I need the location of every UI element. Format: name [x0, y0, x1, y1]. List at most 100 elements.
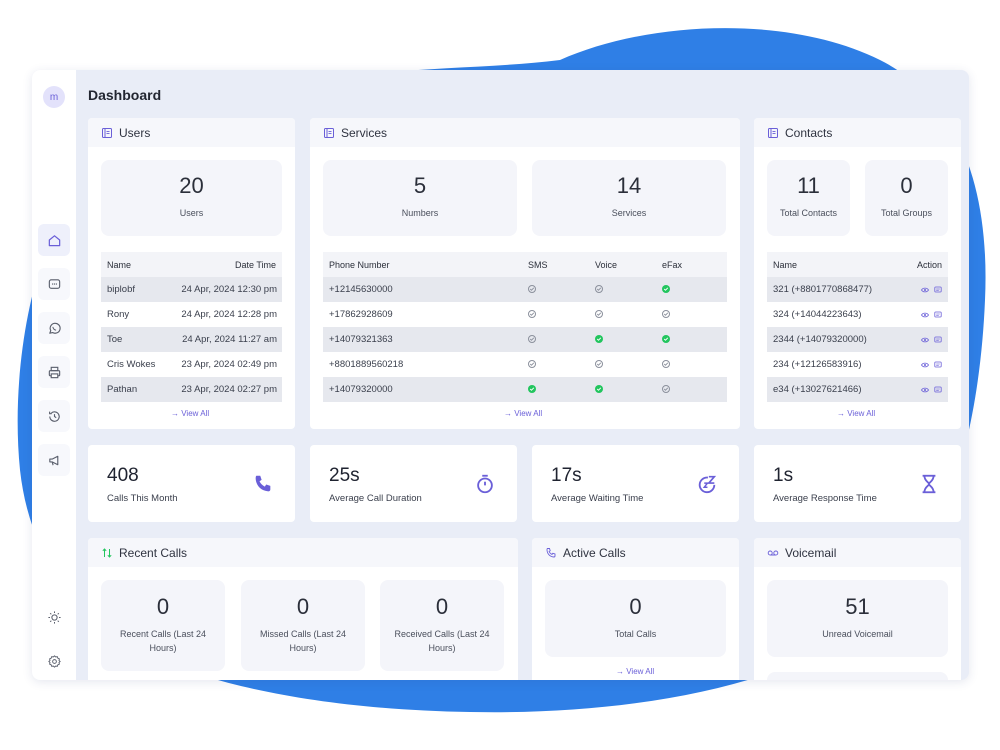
contact-actions [918, 336, 942, 344]
view-eye-icon[interactable] [921, 286, 929, 294]
metric-calls-this-month: 408 Calls This Month [88, 445, 295, 522]
message-icon[interactable] [934, 361, 942, 369]
efax-status [662, 309, 712, 320]
user-name: Pathan [107, 384, 138, 395]
table-row[interactable]: e34 (+13027621466) [767, 377, 948, 402]
disabled-check-icon [595, 360, 603, 368]
metric-value: 1s [773, 465, 794, 486]
megaphone-icon [48, 455, 58, 465]
users-card-header: Users [88, 118, 295, 147]
stat-label: Recent Calls (Last 24 Hours) [119, 629, 207, 653]
efax-status [662, 334, 712, 345]
theme-toggle[interactable] [38, 601, 70, 633]
stat-value: 51 [845, 593, 870, 619]
view-eye-icon[interactable] [921, 386, 929, 394]
services-table: Phone Number SMS Voice eFax +12145630000… [323, 252, 727, 402]
total-contacts-stat: 11 Total Contacts [767, 160, 850, 236]
avatar[interactable]: m [43, 86, 65, 108]
numbers-count-label: Numbers [401, 208, 439, 219]
unread-voicemail-stat: 51 Unread Voicemail [767, 580, 948, 657]
view-eye-icon[interactable] [921, 336, 929, 344]
voicemail-icon [767, 547, 779, 559]
view-eye-icon[interactable] [921, 361, 929, 369]
missed-calls-stat: 0 Missed Calls (Last 24 Hours) [241, 580, 365, 671]
active-calls-view-all-link[interactable]: → View All [616, 667, 655, 676]
numbers-stat: 5 Numbers [323, 160, 517, 236]
users-view-all-link[interactable]: → View All [171, 409, 210, 418]
contacts-view-all-link[interactable]: → View All [837, 409, 876, 418]
stat-label: Missed Calls (Last 24 Hours) [259, 629, 347, 653]
column-header-efax: eFax [662, 259, 683, 270]
contact-actions [918, 386, 942, 394]
table-row[interactable]: Pathan 23 Apr, 2024 02:27 pm [101, 377, 282, 402]
nav-home[interactable] [38, 224, 70, 256]
services-stat: 14 Services [532, 160, 726, 236]
chat-icon [48, 278, 60, 289]
table-row[interactable]: +14079321363 [323, 327, 727, 352]
services-view-all-link[interactable]: → View All [504, 409, 543, 418]
user-date: 23 Apr, 2024 02:49 pm [181, 359, 277, 370]
voicemail-title: Voicemail [785, 545, 837, 560]
view-eye-icon[interactable] [921, 311, 929, 319]
total-groups-stat: 0 Total Groups [865, 160, 948, 236]
table-row[interactable]: 2344 (+14079320000) [767, 327, 948, 352]
enabled-check-icon [528, 385, 536, 393]
stat-value: 0 [629, 593, 642, 619]
nav-fax[interactable] [38, 356, 70, 388]
contact-actions [918, 311, 942, 319]
users-table-header: Name Date Time [101, 252, 282, 277]
phone-icon [252, 473, 274, 495]
disabled-check-icon [595, 285, 603, 293]
message-icon[interactable] [934, 311, 942, 319]
total-calls-stat: 0 Total Calls [545, 580, 726, 657]
disabled-check-icon [528, 285, 536, 293]
total-groups-count: 0 [900, 173, 913, 199]
column-header-voice: Voice [595, 259, 618, 270]
table-row[interactable]: Rony 24 Apr, 2024 12:28 pm [101, 302, 282, 327]
hourglass-icon [918, 473, 940, 495]
voicemail-card: Voicemail 51 Unread Voicemail [754, 538, 961, 680]
efax-status [662, 284, 712, 295]
table-row[interactable]: biplobf 24 Apr, 2024 12:30 pm [101, 277, 282, 302]
metric-label: Average Waiting Time [551, 493, 644, 504]
nav-campaigns[interactable] [38, 444, 70, 476]
sms-status [528, 359, 595, 370]
nav-history[interactable] [38, 400, 70, 432]
metric-value: 17s [551, 465, 582, 486]
nav-whatsapp[interactable] [38, 312, 70, 344]
contact-name: 324 (+14044223643) [773, 309, 862, 320]
message-icon[interactable] [934, 386, 942, 394]
metric-value: 408 [107, 465, 139, 486]
column-header-action: Action [916, 259, 942, 270]
table-row[interactable]: 321 (+8801770868477) [767, 277, 948, 302]
enabled-check-icon [662, 285, 670, 293]
table-row[interactable]: +8801889560218 [323, 352, 727, 377]
users-card: Users 20 Users Name Date Time biplobf 24 … [88, 118, 295, 429]
nav-chat[interactable] [38, 268, 70, 300]
message-icon[interactable] [934, 336, 942, 344]
disabled-check-icon [528, 335, 536, 343]
column-header-phone: Phone Number [329, 259, 390, 270]
disabled-check-icon [595, 310, 603, 318]
table-row[interactable]: 234 (+12126583916) [767, 352, 948, 377]
table-row[interactable]: 324 (+14044223643) [767, 302, 948, 327]
total-contacts-label: Total Contacts [779, 208, 838, 219]
table-row[interactable]: +12145630000 [323, 277, 727, 302]
voice-status [595, 284, 662, 295]
users-count: 20 [179, 173, 204, 199]
contact-actions [918, 361, 942, 369]
recent-calls-card: Recent Calls 0 Recent Calls (Last 24 Hou… [88, 538, 518, 680]
table-row[interactable]: +14079320000 [323, 377, 727, 402]
contacts-rows: 321 (+8801770868477) 324 (+14044223643) 23… [767, 277, 948, 402]
user-date: 24 Apr, 2024 11:27 am [182, 334, 277, 345]
table-row[interactable]: +17862928609 [323, 302, 727, 327]
message-icon[interactable] [934, 286, 942, 294]
phone-number: +14079321363 [329, 334, 393, 345]
table-row[interactable]: Toe 24 Apr, 2024 11:27 am [101, 327, 282, 352]
table-row[interactable]: Cris Wokes 23 Apr, 2024 02:49 pm [101, 352, 282, 377]
settings-button[interactable] [38, 645, 70, 677]
settings-icon [47, 654, 61, 668]
active-calls-header: Active Calls [532, 538, 739, 567]
stat-label: Total Calls [614, 628, 657, 639]
contacts-card-header: Contacts [754, 118, 961, 147]
